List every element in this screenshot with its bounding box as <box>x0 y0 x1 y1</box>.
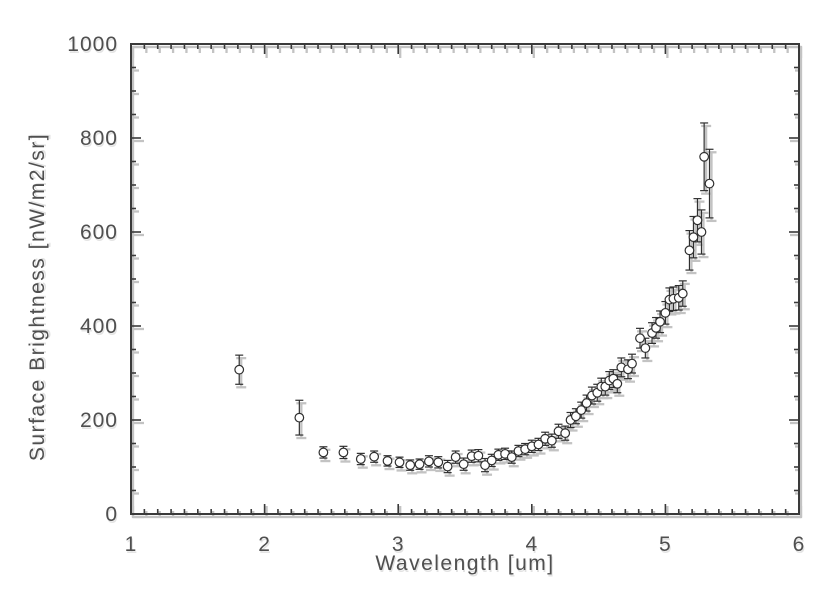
ghost-plot-box <box>131 45 803 519</box>
x-tick-label: 1 <box>125 533 138 556</box>
data-point-circle <box>382 455 393 466</box>
data-point-circle <box>699 151 710 162</box>
data-point-circle <box>635 333 645 344</box>
y-tick-label: 400 <box>80 315 118 338</box>
y-axis-title: Surface Brightness [nW/m2/sr] <box>26 132 49 462</box>
data-point-circle <box>405 460 416 471</box>
data-point-circle <box>677 288 688 299</box>
data-point-circle <box>688 232 699 243</box>
data-point-circle <box>394 457 405 468</box>
x-tick-label: 5 <box>659 533 672 556</box>
data-point-circle <box>506 452 517 463</box>
data-point-circle <box>486 455 497 466</box>
x-tick-label: 6 <box>793 533 806 556</box>
data-layer <box>234 122 715 474</box>
data-point-circle <box>692 215 703 226</box>
data-point-circle <box>533 439 544 450</box>
tick-labels: 1 2 3 4 5 6 0 200 400 600 800 1000 <box>67 33 806 556</box>
data-point-circle <box>612 378 623 389</box>
data-point-circle <box>660 307 671 318</box>
data-point-circle <box>442 461 453 472</box>
ghost-overprint-layer <box>131 45 803 519</box>
data-point-circle <box>704 178 715 189</box>
data-point-circle <box>581 398 592 408</box>
data-point-circle <box>655 316 665 327</box>
x-tick-label: 2 <box>258 533 271 556</box>
y-tick-label: 600 <box>80 221 118 244</box>
data-point-circle <box>627 358 637 369</box>
y-tick-label: 1000 <box>67 33 118 56</box>
y-tick-label: 800 <box>80 127 118 150</box>
data-point-circle <box>480 460 490 471</box>
data-point-circle <box>369 451 380 462</box>
data-point-circle <box>473 450 484 461</box>
data-point-circle <box>234 364 245 375</box>
x-tick-label: 3 <box>392 533 405 556</box>
data-point-circle <box>458 459 469 470</box>
x-axis-title: Wavelength [um] <box>375 552 555 575</box>
data-point-circle <box>576 405 587 416</box>
data-point-circle <box>294 412 305 423</box>
data-point-circle <box>546 435 557 446</box>
data-point-circle <box>355 454 366 464</box>
data-point-circle <box>560 428 571 439</box>
data-point-circle <box>433 457 444 468</box>
data-point-circle <box>640 343 651 353</box>
plot-box <box>130 43 800 515</box>
axes-layer <box>130 43 800 515</box>
data-point-circle <box>696 227 707 237</box>
data-point-circle <box>450 452 461 463</box>
data-point-circle <box>424 456 434 467</box>
data-point-circle <box>570 411 581 422</box>
data-point-circle <box>684 245 695 256</box>
x-tick-label: 4 <box>525 533 538 556</box>
data-point-circle <box>338 447 349 458</box>
data-point-circle <box>318 447 329 458</box>
y-tick-label: 200 <box>80 409 118 432</box>
data-point-circle <box>414 459 425 470</box>
y-tick-label: 0 <box>105 503 118 526</box>
